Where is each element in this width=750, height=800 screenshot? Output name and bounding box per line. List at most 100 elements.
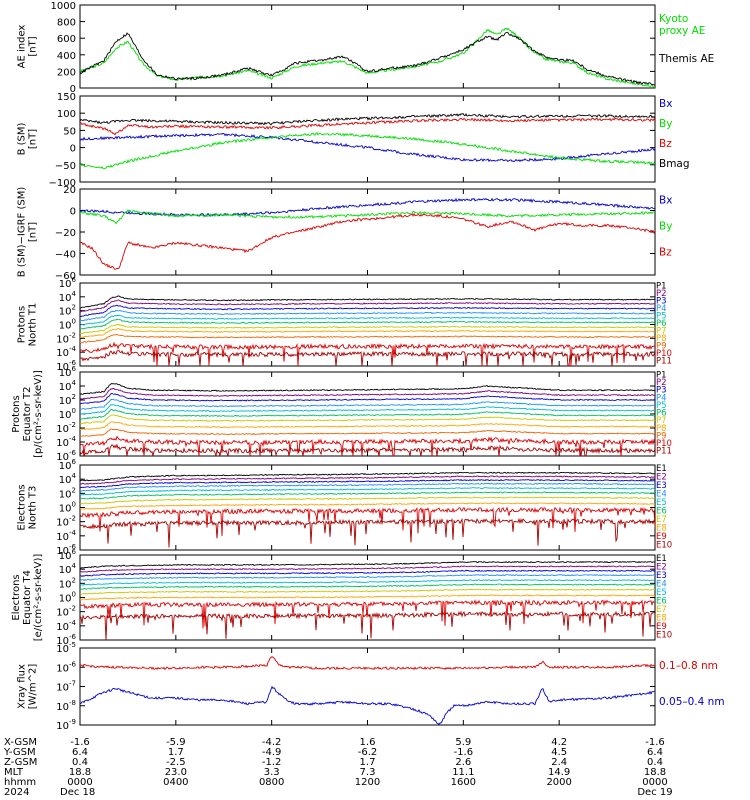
legend-Bz: Bz bbox=[659, 246, 672, 258]
legend-P4: P4 bbox=[656, 393, 667, 403]
series-line-P2 bbox=[80, 299, 655, 313]
tick-value-ygsm: -6.2 bbox=[358, 747, 378, 758]
y-axis-label: B (SM)[nT] bbox=[17, 122, 39, 155]
y-tick-label: 10-4 bbox=[56, 435, 76, 449]
series-line-P11 bbox=[80, 350, 655, 366]
y-tick-label: 10-2 bbox=[56, 605, 76, 619]
y-tick-label: 10-7 bbox=[56, 680, 76, 694]
legend-E3: E3 bbox=[656, 481, 667, 491]
tick-value-hhmm: 0000 bbox=[67, 777, 92, 788]
legend-E9: E9 bbox=[656, 532, 667, 542]
legend-E1: E1 bbox=[656, 554, 667, 564]
y-tick-label: 102 bbox=[59, 576, 76, 590]
y-tick-label: −40 bbox=[55, 250, 76, 261]
series-group bbox=[80, 113, 655, 170]
y-tick-label: 10-6 bbox=[56, 449, 76, 463]
y-tick-label: 800 bbox=[57, 18, 76, 29]
series-group bbox=[80, 471, 655, 548]
series-group bbox=[80, 656, 655, 725]
legend-Bx: Bx bbox=[659, 194, 672, 206]
legend-P1: P1 bbox=[656, 281, 667, 291]
legend-P4: P4 bbox=[656, 304, 667, 314]
tick-value-zgsm: 0.4 bbox=[72, 757, 88, 768]
tick-value-xgsm: -4.2 bbox=[262, 737, 282, 748]
legend-E7: E7 bbox=[656, 605, 667, 615]
tick-value-ygsm: 6.4 bbox=[72, 747, 88, 758]
tick-value-hhmm: 0800 bbox=[259, 777, 284, 788]
y-tick-label: 10-4 bbox=[56, 619, 76, 633]
series-group bbox=[80, 560, 655, 640]
series-line-E7 bbox=[80, 496, 655, 505]
legend-E9: E9 bbox=[656, 622, 667, 632]
series-line-E8 bbox=[80, 502, 655, 510]
tick-value-xgsm: 4.2 bbox=[551, 737, 567, 748]
y-tick-label: 600 bbox=[57, 34, 76, 45]
y-tick-label: 400 bbox=[57, 51, 76, 62]
legend-E1: E1 bbox=[656, 464, 667, 474]
tick-value-xgsm: -1.6 bbox=[70, 737, 90, 748]
legend-P2: P2 bbox=[656, 378, 667, 388]
tick-value-hhmm: 1600 bbox=[451, 777, 476, 788]
tick-value-ygsm: 6.4 bbox=[647, 747, 663, 758]
legend-Bz: Bz bbox=[659, 138, 672, 150]
series-line-E5 bbox=[80, 579, 655, 586]
series-line-E8 bbox=[80, 594, 655, 601]
series-line-Bx bbox=[80, 197, 655, 217]
legend-P8: P8 bbox=[656, 424, 667, 434]
series-line-E9 bbox=[80, 506, 655, 537]
series-line-P3 bbox=[80, 304, 655, 318]
series-line-P6 bbox=[80, 408, 655, 420]
y-tick-label: 150 bbox=[57, 92, 76, 103]
legend-E6: E6 bbox=[656, 596, 667, 606]
legend-P5: P5 bbox=[656, 401, 667, 411]
panel-frame bbox=[79, 95, 656, 183]
y-tick-label: 10-2 bbox=[56, 331, 76, 345]
tick-value-xgsm: 5.9 bbox=[455, 737, 471, 748]
tick-value-zgsm: 2.4 bbox=[551, 757, 567, 768]
tick-value-xgsm: 1.6 bbox=[360, 737, 376, 748]
y-axis-label: ElectronsEquator T4[e/(cm²-s-sr-keV)] bbox=[11, 554, 44, 642]
legend-P3: P3 bbox=[656, 296, 667, 306]
legend-E8: E8 bbox=[656, 613, 667, 623]
y-tick-label: 10-2 bbox=[56, 421, 76, 435]
y-tick-label: 20 bbox=[63, 185, 76, 196]
series-line-P5 bbox=[80, 403, 655, 415]
y-tick-label: 1000 bbox=[51, 1, 76, 12]
series-line-E6 bbox=[80, 583, 655, 590]
legend-E10: E10 bbox=[656, 630, 672, 640]
series-line-P6 bbox=[80, 318, 655, 330]
y-tick-label: 0 bbox=[70, 144, 76, 155]
row-label-zgsm: Z-GSM bbox=[4, 757, 37, 768]
tick-value-ygsm: -4.9 bbox=[262, 747, 282, 758]
legend-Bmag: Bmag bbox=[659, 158, 690, 170]
series-line-E5 bbox=[80, 487, 655, 496]
legend-P9: P9 bbox=[656, 342, 667, 352]
series-line-Bx bbox=[80, 132, 655, 163]
y-tick-label: 104 bbox=[59, 562, 77, 576]
y-tick-label: 10-6 bbox=[56, 543, 76, 557]
y-tick-label: 104 bbox=[59, 290, 77, 304]
legend-E5: E5 bbox=[656, 498, 667, 508]
series-line-E1 bbox=[80, 471, 655, 482]
legend-E3: E3 bbox=[656, 571, 667, 581]
y-tick-label: 10-2 bbox=[56, 515, 76, 529]
y-tick-label: 10-6 bbox=[56, 359, 76, 373]
legend-Themis AE: Themis AE bbox=[658, 53, 714, 65]
legend-P6: P6 bbox=[656, 409, 667, 419]
series-line-E10 bbox=[80, 610, 655, 640]
legend-P9: P9 bbox=[656, 431, 667, 441]
tick-value-date: Dec 18 bbox=[60, 787, 95, 798]
series-line-E10 bbox=[80, 517, 655, 548]
y-tick-label: 200 bbox=[57, 67, 76, 78]
legend-Bx: Bx bbox=[659, 98, 672, 110]
legend-By: By bbox=[659, 220, 672, 232]
legend-P6: P6 bbox=[656, 319, 667, 329]
series-line-P9 bbox=[80, 333, 655, 344]
series-line-P11 bbox=[80, 443, 655, 456]
legend-E4: E4 bbox=[656, 489, 667, 499]
tick-value-zgsm: -2.5 bbox=[166, 757, 186, 768]
series-line-P10 bbox=[80, 435, 655, 456]
